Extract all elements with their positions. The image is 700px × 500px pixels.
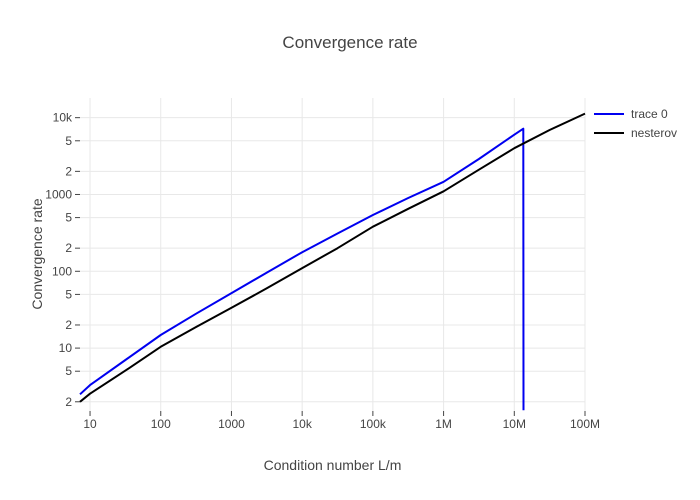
legend-item-trace0[interactable]: trace 0 [594, 104, 677, 123]
legend-label-trace0: trace 0 [631, 106, 668, 121]
legend-label-nesterov: nesterov [631, 125, 678, 140]
series-lines [79, 112, 586, 411]
nesterov-line-swatch-icon [594, 131, 624, 134]
svg-text:5: 5 [65, 211, 72, 225]
legend: trace 0 nesterov [594, 104, 677, 142]
svg-text:1000: 1000 [45, 187, 72, 201]
svg-text:100: 100 [52, 264, 72, 278]
svg-text:2: 2 [65, 395, 72, 409]
svg-text:1000: 1000 [218, 417, 245, 431]
axis-ticks [75, 117, 586, 416]
svg-text:10M: 10M [503, 417, 526, 431]
svg-text:10k: 10k [292, 417, 312, 431]
svg-text:10k: 10k [53, 111, 73, 125]
chart-title: Convergence rate [282, 33, 418, 52]
svg-text:2: 2 [65, 318, 72, 332]
y-axis-title: Convergence rate [29, 198, 45, 310]
trace0-line-swatch-icon [594, 112, 624, 115]
svg-text:100k: 100k [360, 417, 387, 431]
svg-text:10: 10 [83, 417, 97, 431]
svg-text:1M: 1M [435, 417, 452, 431]
svg-text:5: 5 [65, 364, 72, 378]
gridlines [80, 98, 586, 411]
svg-text:100M: 100M [570, 417, 600, 431]
svg-text:2: 2 [65, 241, 72, 255]
x-axis-title: Condition number L/m [263, 457, 402, 473]
svg-text:100: 100 [151, 417, 171, 431]
axis-tick-labels: 10 100 1000 10k 100k 1M 10M 100M 2 5 10 2 5 100 2 5 1000… [45, 111, 600, 431]
svg-text:5: 5 [65, 134, 72, 148]
legend-item-nesterov[interactable]: nesterov [594, 123, 677, 142]
svg-text:2: 2 [65, 164, 72, 178]
svg-text:5: 5 [65, 287, 72, 301]
svg-text:10: 10 [59, 341, 73, 355]
